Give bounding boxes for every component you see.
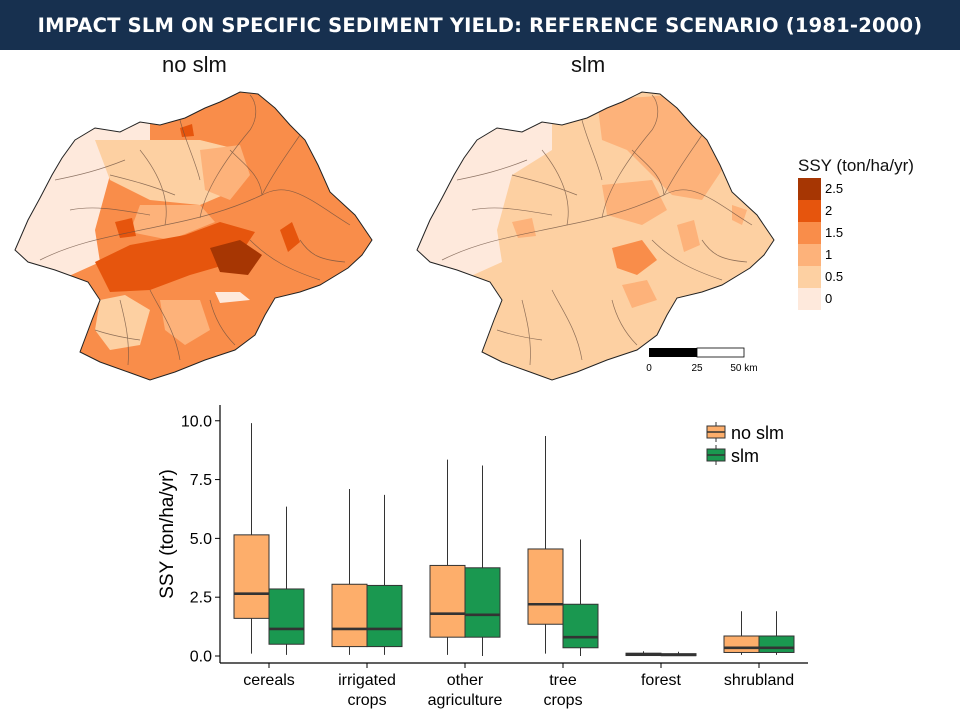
x-tick-label: crops bbox=[543, 692, 582, 709]
map-legend-label: 0.5 bbox=[825, 269, 843, 284]
x-tick-label: shrubland bbox=[724, 672, 794, 689]
box-slm bbox=[562, 603, 599, 649]
legend-label: slm bbox=[731, 446, 759, 466]
y-tick-label: 2.5 bbox=[190, 590, 212, 607]
map-legend-swatch bbox=[798, 178, 821, 200]
y-tick-label: 5.0 bbox=[190, 531, 212, 548]
x-tick-label: tree bbox=[549, 672, 577, 689]
scale-bar: 0 25 50 km bbox=[646, 347, 758, 374]
map-legend: 2.5 2 1.5 1 0.5 0 bbox=[798, 178, 843, 310]
map-label-no-slm: no slm bbox=[162, 52, 227, 77]
x-tick-label: cereals bbox=[243, 672, 295, 689]
box-no-slm bbox=[723, 635, 760, 653]
scale-bar-black-segment bbox=[649, 348, 697, 357]
map-legend-swatch bbox=[798, 266, 821, 288]
scale-bar-tick-0: 0 bbox=[646, 363, 652, 374]
map-legend-swatch bbox=[798, 200, 821, 222]
map-legend-label: 0 bbox=[825, 291, 832, 306]
scale-bar-white-segment bbox=[696, 347, 745, 358]
scale-bar-tick-50: 50 km bbox=[730, 363, 757, 374]
boxplot-chart: 0.0 2.5 5.0 7.5 10.0 SSY (ton/ha/yr) cereals ir… bbox=[157, 405, 808, 709]
y-axis-label: SSY (ton/ha/yr) bbox=[157, 469, 178, 599]
map-legend-label: 2.5 bbox=[825, 181, 843, 196]
x-tick-label: crops bbox=[347, 692, 386, 709]
box-no-slm bbox=[233, 534, 270, 619]
y-tick-label: 10.0 bbox=[181, 413, 212, 430]
box-no-slm bbox=[331, 583, 368, 648]
map-legend-swatch bbox=[798, 288, 821, 310]
x-tick-label: other bbox=[447, 672, 484, 689]
map-no-slm bbox=[14, 91, 373, 381]
title-bar: IMPACT SLM ON SPECIFIC SEDIMENT YIELD: R… bbox=[0, 0, 960, 50]
x-tick-label: irrigated bbox=[338, 672, 396, 689]
legend-label: no slm bbox=[731, 423, 784, 443]
box-slm bbox=[366, 584, 403, 648]
box-slm bbox=[758, 635, 795, 653]
y-tick-label: 7.5 bbox=[190, 472, 212, 489]
scale-bar-tick-25: 25 bbox=[691, 363, 703, 374]
map-legend-label: 1.5 bbox=[825, 225, 843, 240]
map-label-slm: slm bbox=[571, 52, 606, 77]
map-legend-title: SSY (ton/ha/yr) bbox=[798, 156, 914, 175]
map-legend-swatch bbox=[798, 244, 821, 266]
map-legend-label: 2 bbox=[825, 203, 832, 218]
box-slm bbox=[464, 567, 501, 638]
map-legend-label: 1 bbox=[825, 247, 832, 262]
box-no-slm bbox=[429, 564, 466, 638]
box-no-slm bbox=[527, 548, 564, 625]
box-slm bbox=[268, 588, 305, 645]
map-legend-swatch bbox=[798, 222, 821, 244]
y-tick-label: 0.0 bbox=[190, 649, 212, 666]
page-title: IMPACT SLM ON SPECIFIC SEDIMENT YIELD: R… bbox=[37, 13, 923, 37]
x-tick-label: forest bbox=[641, 672, 682, 689]
x-tick-label: agriculture bbox=[428, 692, 503, 709]
